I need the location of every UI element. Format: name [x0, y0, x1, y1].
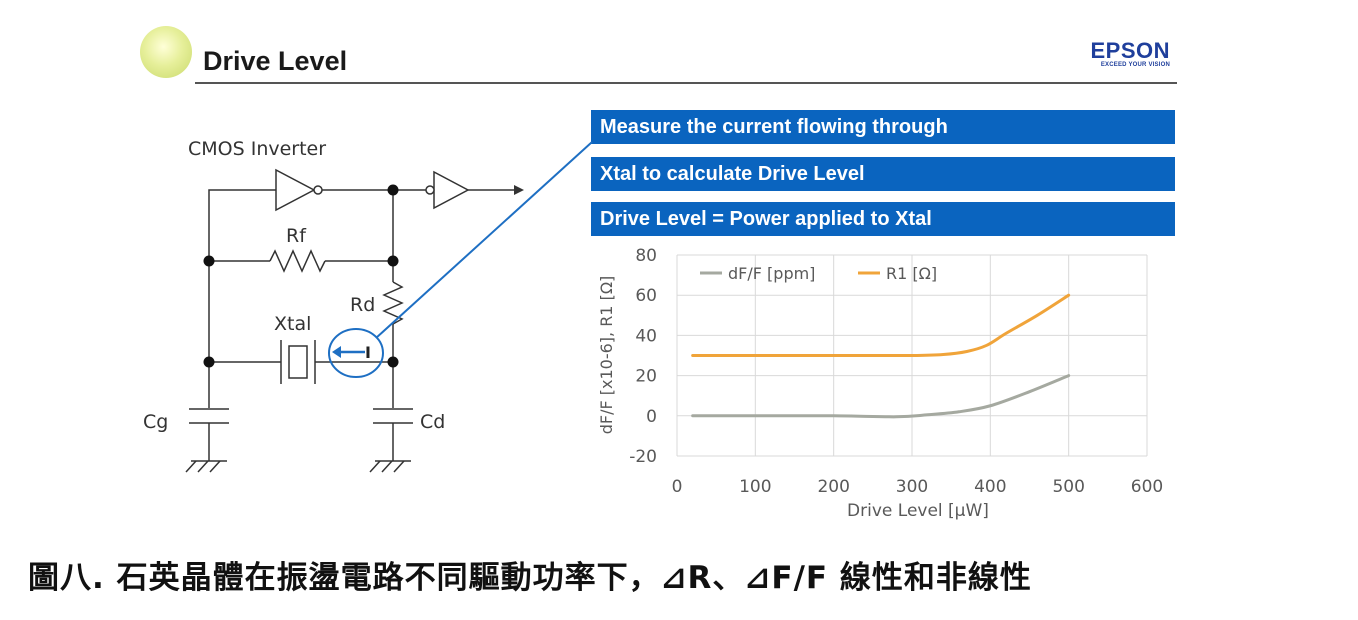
- legend-label: dF/F [ppm]: [728, 264, 815, 283]
- cd-label: Cd: [420, 411, 445, 433]
- slide-title: Drive Level: [203, 46, 348, 76]
- x-tick-label: 500: [1052, 477, 1084, 497]
- y-tick-label: 60: [635, 286, 657, 306]
- legend-label: R1 [Ω]: [886, 264, 937, 283]
- banner-line-2: Xtal to calculate Drive Level: [591, 157, 1175, 191]
- legend-item: R1 [Ω]: [858, 264, 937, 283]
- x-tick-label: 100: [739, 477, 771, 497]
- series-line-r1: [691, 293, 1071, 358]
- y-tick-label: 40: [635, 326, 657, 346]
- y-axis-label: dF/F [x10-6], R1 [Ω]: [597, 276, 616, 435]
- current-probe-ellipse: [328, 328, 384, 378]
- rd-label: Rd: [350, 294, 375, 316]
- x-tick-label: 600: [1131, 477, 1163, 497]
- y-tick-label: 20: [635, 367, 657, 387]
- y-tick-label: 80: [635, 246, 657, 266]
- title-divider: [195, 82, 1177, 84]
- y-tick-label: -20: [629, 447, 657, 467]
- circuit-diagram: I CMOS Inverter Rf Rd Xtal Cg Cd: [143, 138, 593, 473]
- cg-label: Cg: [143, 411, 168, 433]
- x-tick-label: 400: [974, 477, 1006, 497]
- brand-tagline: EXCEED YOUR VISION: [1100, 62, 1170, 68]
- current-arrow-icon: [332, 346, 341, 358]
- callout-line: [375, 141, 593, 339]
- circuit-title: CMOS Inverter: [188, 138, 326, 160]
- x-tick-label: 300: [896, 477, 928, 497]
- x-axis-label: Drive Level [μW]: [847, 501, 989, 521]
- y-tick-label: 0: [646, 407, 657, 427]
- output-arrow-icon: [514, 185, 524, 195]
- title-bullet-circle: [140, 26, 192, 78]
- banner-line-1: Measure the current flowing through: [591, 110, 1175, 144]
- drive-level-chart: 0 100 200 300 400 500 600 -20 0 20 40 60 80 dF/F [pp…: [597, 246, 1163, 521]
- banner-line-3: Drive Level = Power applied to Xtal: [591, 202, 1175, 236]
- slide: Drive Level EPSON EXCEED YOUR VISION Mea…: [140, 26, 1177, 521]
- brand-name: EPSON: [1090, 38, 1170, 63]
- rf-label: Rf: [286, 225, 307, 247]
- figure-caption: 圖八. 石英晶體在振盪電路不同驅動功率下，⊿R、⊿F/F 線性和非線性: [28, 560, 1032, 596]
- brand-logo: EPSON EXCEED YOUR VISION: [1090, 38, 1170, 69]
- current-label: I: [365, 343, 371, 362]
- series-line-df-f: [691, 374, 1071, 419]
- legend-item: dF/F [ppm]: [700, 264, 815, 283]
- x-tick-label: 0: [672, 477, 683, 497]
- x-tick-label: 200: [817, 477, 849, 497]
- xtal-label: Xtal: [274, 313, 311, 335]
